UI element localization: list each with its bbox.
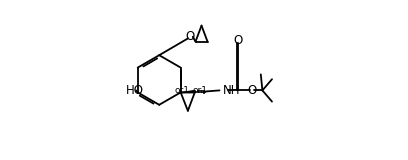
Text: HO: HO (126, 84, 144, 97)
Text: or1: or1 (193, 86, 208, 95)
Text: O: O (234, 34, 243, 47)
Text: O: O (247, 84, 257, 97)
Text: NH: NH (222, 84, 240, 97)
Text: or1: or1 (175, 86, 190, 95)
Polygon shape (181, 91, 195, 93)
Text: O: O (186, 30, 195, 43)
